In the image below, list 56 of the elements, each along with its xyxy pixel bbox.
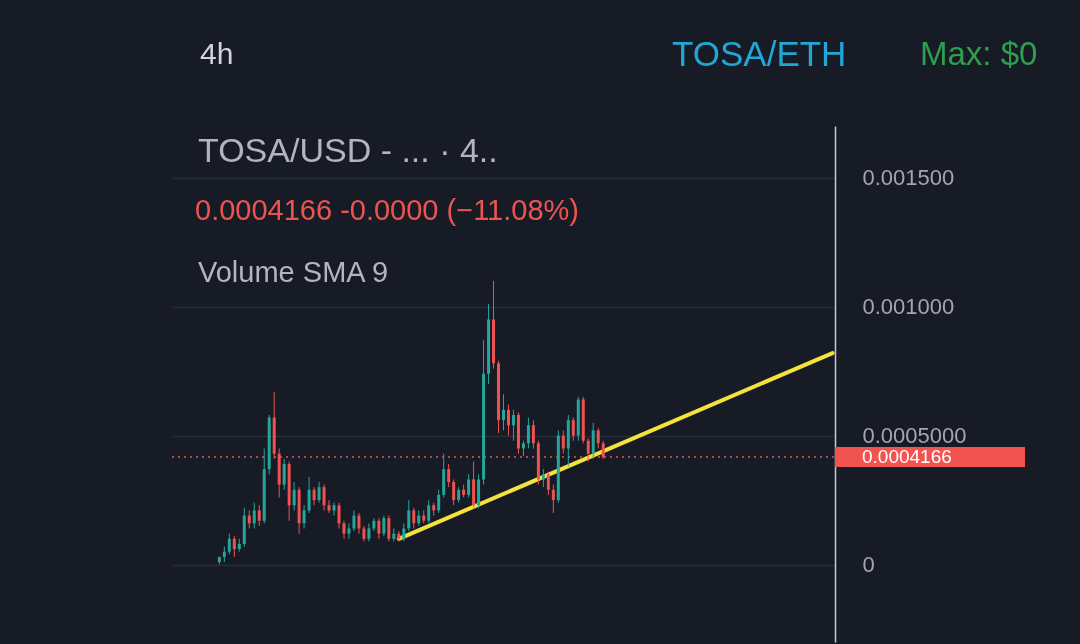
candlestick: [372, 517, 376, 532]
candlestick: [452, 478, 456, 506]
y-tick-label: 0.0005000: [862, 423, 967, 449]
candlestick: [511, 409, 515, 442]
candlestick: [322, 484, 326, 511]
ref-line-label: 0.0004166: [862, 446, 952, 468]
candlestick: [337, 502, 341, 529]
candlestick: [327, 499, 331, 514]
candlestick: [347, 522, 351, 540]
candlestick: [402, 522, 406, 542]
chart-title: TOSA/USD - ... · 4..: [198, 131, 498, 169]
candlestick: [412, 507, 416, 529]
text: 4h: [200, 37, 234, 70]
candlestick: [247, 509, 251, 529]
candlestick: [526, 417, 530, 449]
y-tick-label: 0: [862, 552, 875, 578]
y-tick-label: 0.001500: [862, 165, 955, 191]
candlestick: [571, 417, 575, 442]
candlestick: [227, 533, 231, 555]
candlestick: [561, 429, 565, 455]
candlestick: [531, 419, 535, 449]
candlestick: [551, 484, 555, 514]
candlestick: [312, 486, 316, 506]
text: 0.0004166 -0.0000 (−11.08%): [195, 194, 580, 226]
candlestick: [357, 512, 361, 535]
candlestick: [467, 473, 471, 499]
candlestick: [252, 502, 256, 529]
candlestick: [292, 481, 296, 511]
candlestick: [546, 471, 550, 496]
candlestick: [352, 509, 356, 532]
candlestick: [302, 504, 306, 529]
candlestick: [591, 422, 595, 460]
candlestick: [307, 476, 311, 514]
candlestick: [427, 499, 431, 524]
y-tick-label: 0.001000: [862, 294, 955, 320]
candlestick: [387, 515, 391, 542]
candlestick: [367, 522, 371, 542]
candlestick: [596, 427, 600, 449]
text: Max: $0: [920, 35, 1038, 72]
candlestick: [447, 463, 451, 488]
annotation: Volume SMA 9: [198, 256, 389, 288]
candlestick: [232, 535, 236, 558]
candlestick: [317, 481, 321, 504]
candlestick: [586, 437, 590, 462]
candlestick: [541, 468, 545, 488]
candlestick: [437, 489, 441, 514]
candlestick: [382, 515, 386, 537]
text: TOSA/ETH: [672, 34, 847, 73]
candlestick: [506, 404, 510, 437]
candlestick: [502, 393, 505, 431]
candlestick: [377, 517, 381, 540]
candlestick: [407, 499, 411, 532]
candlestick: [342, 520, 346, 540]
candlestick: [257, 504, 261, 527]
candlestick: [282, 458, 286, 491]
candlestick: [332, 502, 336, 517]
